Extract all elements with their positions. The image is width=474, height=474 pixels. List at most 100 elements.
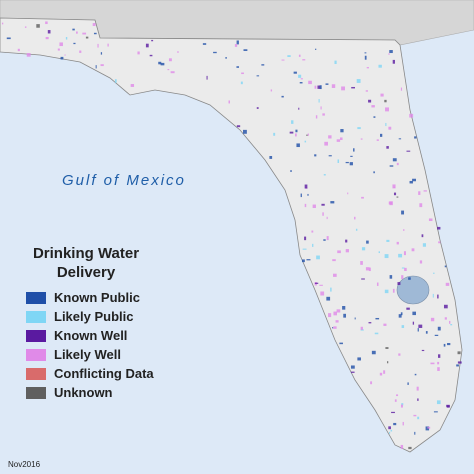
speck [378,64,382,68]
speck [312,243,314,247]
speck [425,426,430,431]
speck [328,155,332,157]
speck [354,216,356,220]
speck [130,84,135,87]
speck [320,291,325,296]
speck [345,161,349,164]
speck [437,367,440,371]
speck [434,334,439,336]
speck [64,54,66,56]
speck [397,282,401,286]
speck [357,127,361,130]
speck [457,361,462,364]
speck [345,239,348,243]
speck [26,53,31,57]
speck [368,267,371,272]
legend: Drinking Water Delivery Known Public Like… [26,244,176,402]
speck [365,90,368,92]
speck [368,99,372,103]
speck [423,190,427,192]
speck [365,267,370,271]
speck [331,84,336,88]
speck [36,24,40,28]
speck [389,201,393,206]
speck [317,85,321,89]
speck [406,307,410,310]
lake-okeechobee [396,275,430,305]
legend-label: Known Public [54,290,140,305]
speck [414,373,417,376]
speck [311,230,314,233]
speck [401,325,405,329]
speck [307,133,309,136]
speck [360,261,363,265]
speck [414,431,416,435]
speck [243,129,247,134]
speck [386,239,390,242]
legend-item: Likely Well [26,345,176,364]
speck [384,254,389,259]
legend-title: Drinking Water Delivery [32,245,140,281]
speck [314,282,319,284]
speck [330,287,332,292]
speck [149,54,153,57]
speck [398,253,403,258]
speck [225,57,227,59]
legend-swatch [26,348,46,361]
speck [371,350,376,355]
speck [347,192,349,195]
speck [366,240,369,244]
speck [304,184,308,189]
speck [339,137,343,141]
speck [388,126,392,130]
speck [17,48,20,52]
speck [385,347,389,349]
speck [325,83,329,85]
speck [293,71,297,74]
speck [383,323,387,326]
speck [332,259,336,262]
speck [114,79,117,83]
speck [404,267,407,271]
speck [421,234,424,238]
speck [392,158,397,162]
speck [213,51,217,54]
speck [360,138,363,140]
legend-items: Known Public Likely Public Known Well Likel… [26,288,176,402]
speck [341,86,345,91]
speck [402,229,405,231]
speck [339,342,343,345]
speck [444,317,447,320]
speck [376,139,379,141]
speck [298,54,301,57]
speck [422,243,427,247]
speck [167,68,170,71]
speck [437,326,441,331]
speck [328,313,332,318]
legend-swatch [26,367,46,380]
speck [445,282,450,286]
speck [393,186,396,188]
speck [419,260,423,264]
speck [45,21,48,25]
speck [333,273,337,277]
speck [316,255,320,260]
speck [236,40,239,45]
speck [361,247,366,251]
speck [137,51,140,55]
speck [350,365,355,369]
speck [281,59,285,61]
speck [389,275,393,279]
legend-item: Unknown [26,383,176,402]
speck [389,50,393,54]
speck [406,150,411,152]
speck [333,311,337,316]
speck [256,107,259,109]
speck [400,87,403,91]
speck [315,115,318,119]
speck [95,65,97,69]
speck [373,171,375,174]
legend-swatch [26,291,46,304]
speck [345,249,349,253]
speck [417,328,419,332]
